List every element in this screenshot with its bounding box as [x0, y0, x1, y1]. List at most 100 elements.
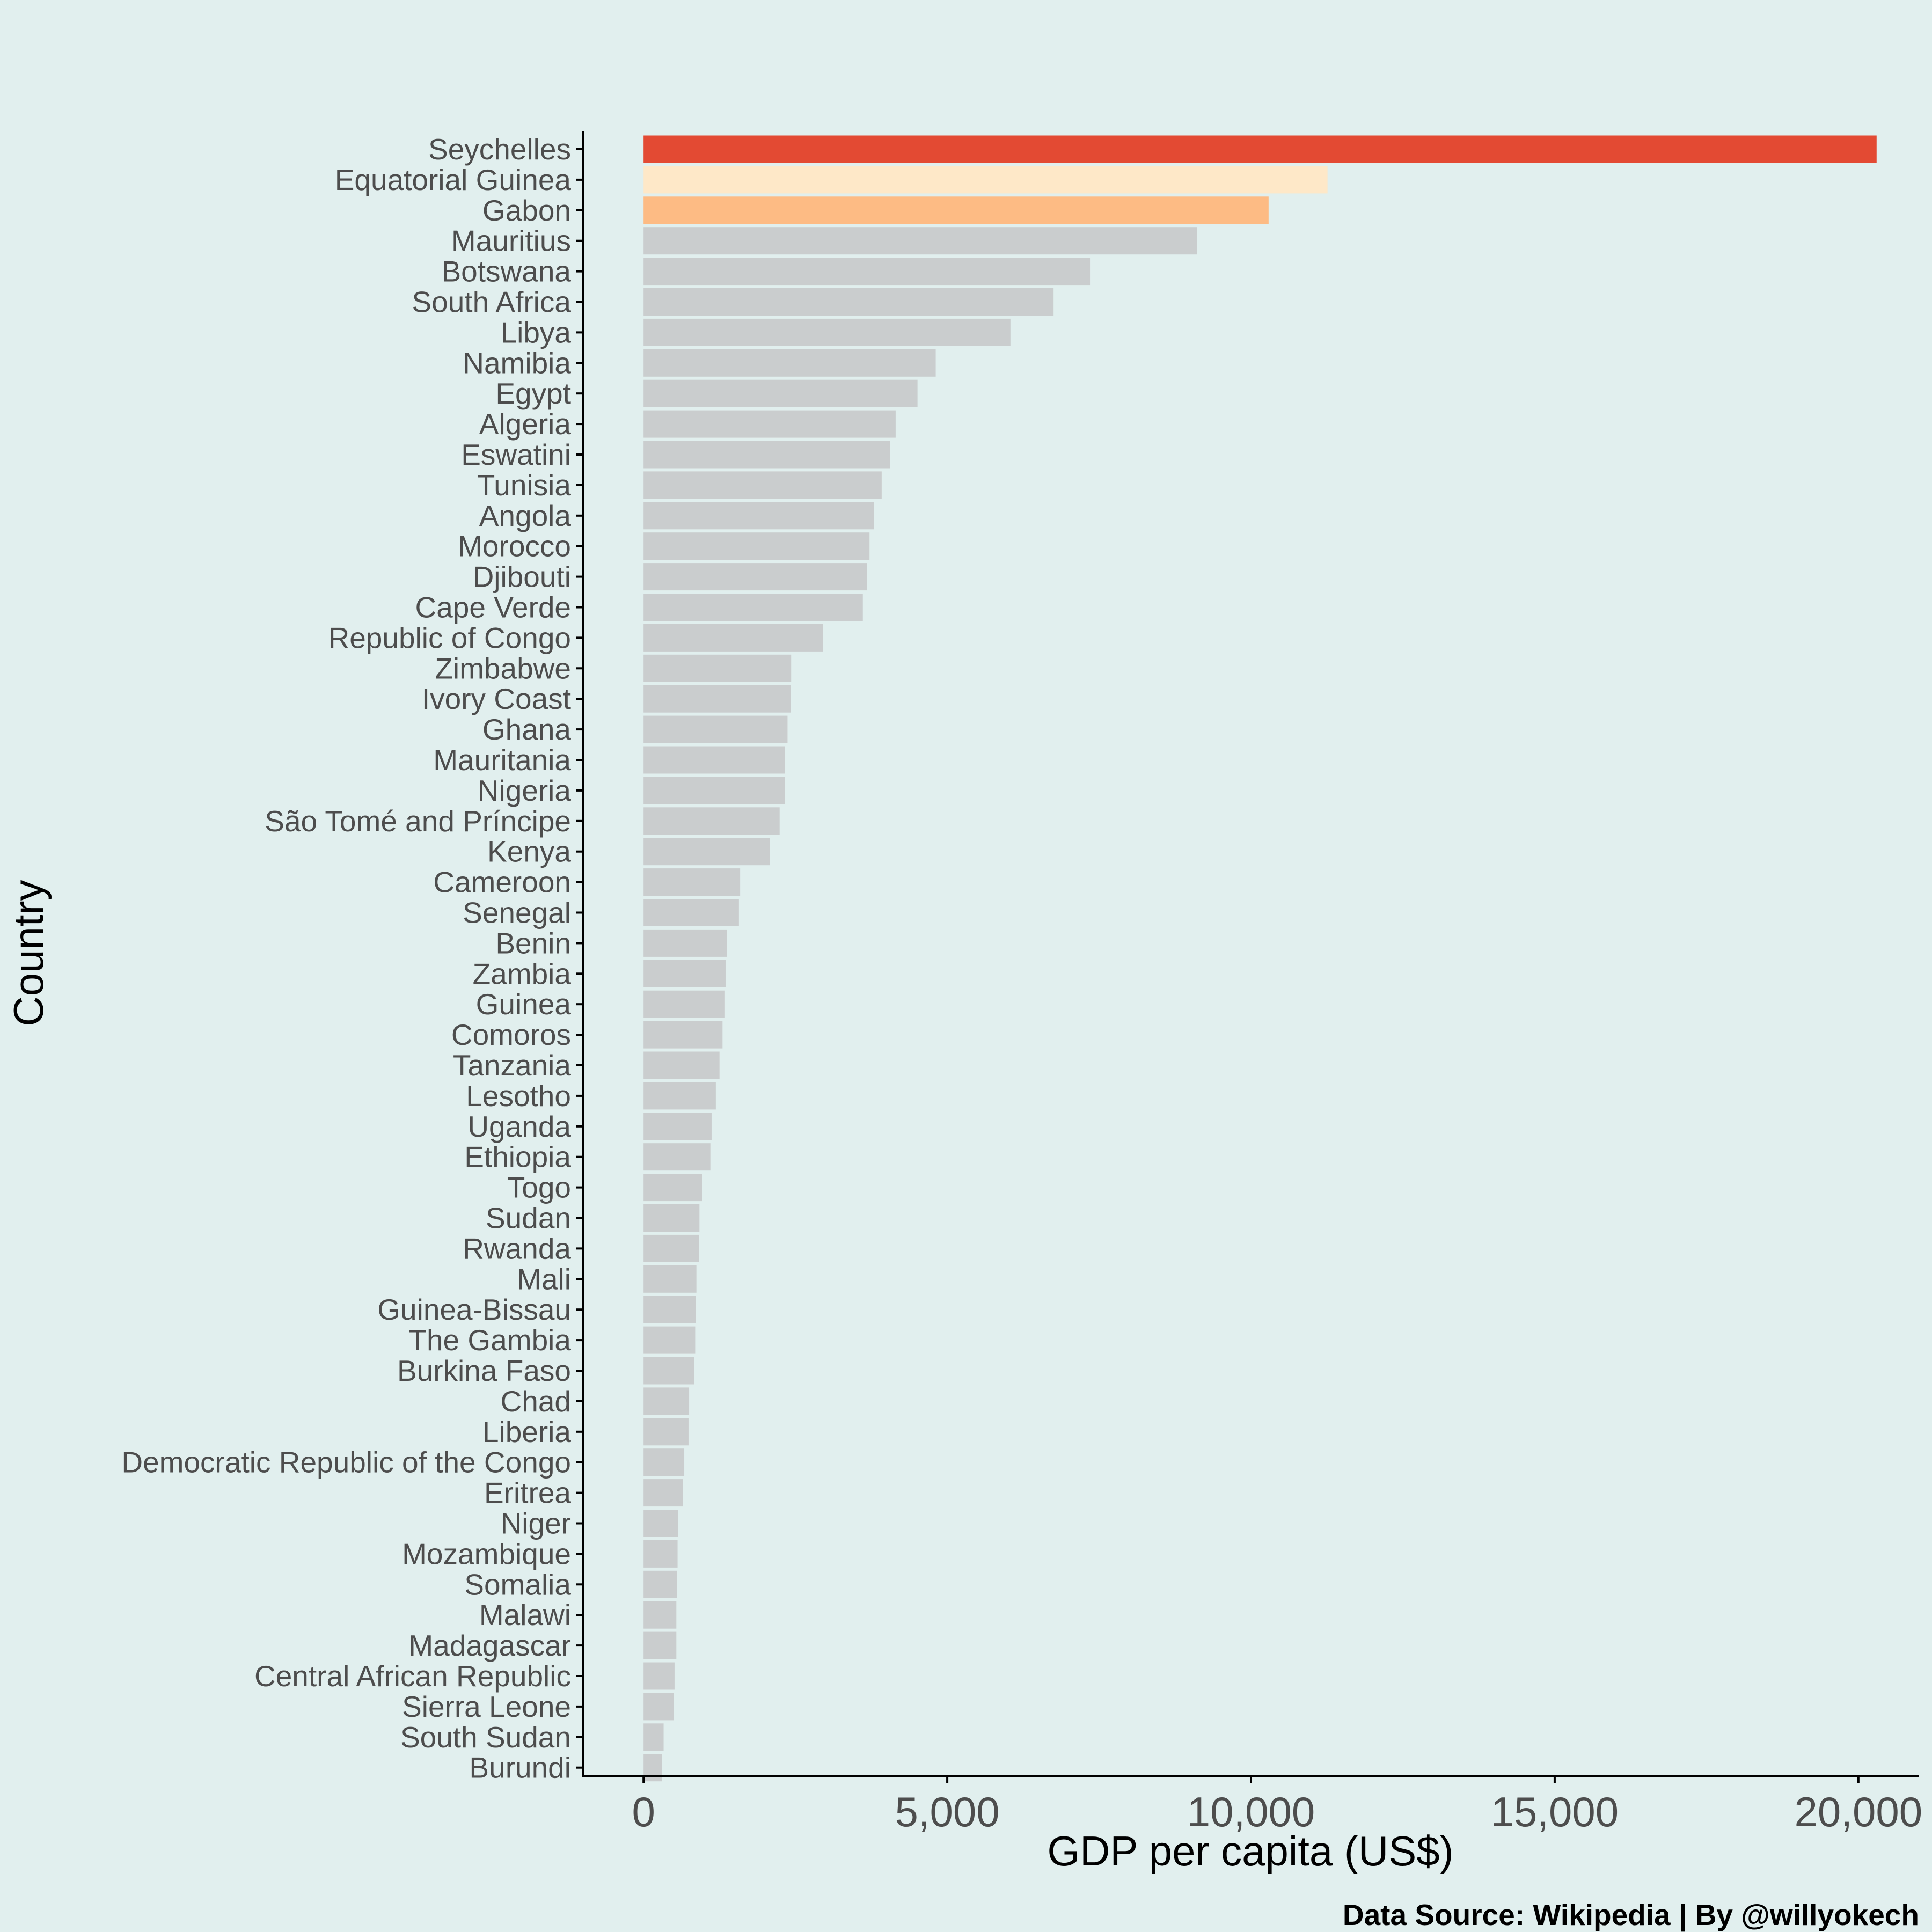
bar-mozambique [643, 1540, 678, 1568]
x-tick-label: 10,000 [1187, 1788, 1315, 1835]
bar-somalia [643, 1570, 677, 1598]
y-tick-label: Somalia [464, 1568, 571, 1601]
bar-togo [643, 1174, 702, 1202]
bar-seychelles [643, 135, 1877, 163]
bar-madagascar [643, 1631, 677, 1659]
bar-equatorial-guinea [643, 166, 1328, 194]
y-tick-label: Egypt [495, 377, 571, 410]
bar-zambia [643, 960, 726, 987]
y-tick-label: Sudan [486, 1202, 571, 1235]
bar-mali [643, 1265, 697, 1293]
y-tick-label: Botswana [441, 255, 571, 288]
y-tick-label: Ivory Coast [422, 682, 571, 715]
y-tick-label: Mozambique [402, 1537, 571, 1570]
bar-ghana [643, 715, 788, 743]
y-tick-label: Uganda [467, 1110, 571, 1143]
y-tick-label: Rwanda [463, 1232, 571, 1265]
y-tick-label: Tunisia [477, 469, 572, 502]
y-tick-label: Angola [479, 499, 572, 532]
y-tick-label: Mauritius [451, 224, 571, 258]
bar-malawi [643, 1601, 677, 1629]
bar-libya [643, 318, 1011, 346]
y-tick-label: Senegal [463, 896, 571, 930]
data-source-caption: Data Source: Wikipedia | By @willyokech [1342, 1898, 1919, 1931]
y-tick-label: Nigeria [478, 774, 572, 807]
bar-nigeria [643, 777, 785, 804]
bar-republic-of-congo [643, 624, 823, 652]
bar-algeria [643, 410, 896, 438]
bar-south-africa [643, 288, 1054, 316]
x-tick-labels: 0 5,000 10,000 15,000 20,000 [632, 1776, 1922, 1835]
x-tick-label: 20,000 [1795, 1788, 1923, 1835]
y-tick-label: Niger [501, 1507, 571, 1540]
bar-guinea-bissau [643, 1296, 696, 1323]
y-tick-label: Sierra Leone [402, 1690, 571, 1723]
y-tick-label: Chad [501, 1385, 571, 1418]
y-tick-label: Central African Republic [254, 1659, 571, 1693]
bar-mauritania [643, 746, 785, 774]
bar-zimbabwe [643, 654, 792, 682]
bar-eswatini [643, 441, 890, 469]
bar-mauritius [643, 227, 1197, 255]
bar-angola [643, 502, 874, 530]
x-tick-label: 15,000 [1491, 1788, 1619, 1835]
y-tick-label: Togo [507, 1171, 571, 1204]
y-tick-label: Kenya [487, 835, 571, 868]
bar-gabon [643, 196, 1269, 224]
x-axis-title: GDP per capita (US$) [1047, 1827, 1453, 1875]
y-tick-label: Ethiopia [464, 1140, 571, 1174]
y-tick-label: Gabon [482, 194, 571, 227]
bar-liberia [643, 1418, 689, 1446]
y-tick-label: Eritrea [484, 1476, 571, 1510]
y-tick-label: Zambia [473, 957, 572, 990]
bar-democratic-republic-of-the-congo [643, 1448, 685, 1476]
y-tick-label: Libya [501, 316, 572, 349]
bar-senegal [643, 899, 739, 926]
bar-comoros [643, 1021, 723, 1049]
bar-central-african-republic [643, 1662, 675, 1690]
bar-rwanda [643, 1234, 699, 1262]
bar-guinea [643, 990, 725, 1018]
bar-burkina-faso [643, 1357, 694, 1385]
bar-namibia [643, 349, 936, 377]
y-tick-label: Seychelles [428, 133, 571, 166]
y-tick-label: Mali [517, 1262, 571, 1296]
y-tick-label: The Gambia [408, 1323, 571, 1357]
y-tick-label: Guinea [476, 987, 572, 1021]
y-tick-label: São Tomé and Príncipe [265, 804, 571, 838]
bar-egypt [643, 379, 918, 407]
y-tick-label: Burundi [469, 1751, 571, 1784]
bar-s-o-tom-and-pr-ncipe [643, 807, 780, 835]
y-tick-label: Tanzania [453, 1049, 572, 1082]
y-tick-label: Liberia [482, 1415, 572, 1448]
bar-lesotho [643, 1082, 716, 1110]
bar-eritrea [643, 1479, 683, 1507]
bar-ivory-coast [643, 685, 791, 713]
y-tick-label: Zimbabwe [435, 652, 571, 685]
y-tick-label: Comoros [451, 1018, 571, 1051]
bar-sierra-leone [643, 1693, 674, 1721]
bar-uganda [643, 1113, 712, 1140]
y-tick-label: Ghana [482, 713, 572, 746]
bar-ethiopia [643, 1143, 711, 1171]
bar-tunisia [643, 471, 882, 499]
y-tick-label: South Sudan [400, 1721, 571, 1754]
y-tick-label: Democratic Republic of the Congo [121, 1446, 571, 1479]
bar-chad [643, 1387, 690, 1415]
bar-benin [643, 929, 727, 957]
bar-south-sudan [643, 1723, 664, 1751]
y-tick-label: Lesotho [466, 1079, 571, 1113]
x-tick-label: 5,000 [895, 1788, 999, 1835]
y-tick-label: Republic of Congo [328, 621, 571, 654]
y-tick-label: South Africa [412, 286, 571, 319]
bar-the-gambia [643, 1326, 696, 1354]
y-tick-label: Benin [495, 926, 571, 960]
y-tick-label: Algeria [479, 407, 572, 441]
y-tick-label: Equatorial Guinea [335, 163, 572, 196]
bars-group [643, 135, 1877, 1782]
bar-niger [643, 1510, 678, 1537]
bar-djibouti [643, 563, 867, 591]
